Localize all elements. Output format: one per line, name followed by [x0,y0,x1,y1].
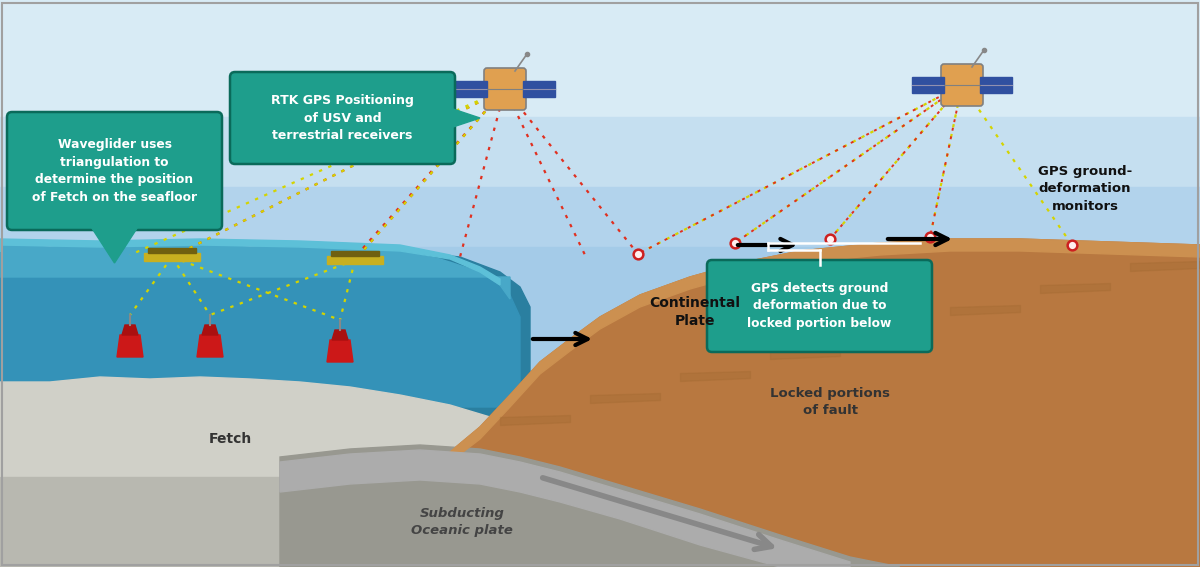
Polygon shape [326,340,353,362]
Polygon shape [280,450,850,567]
Polygon shape [450,108,480,128]
Polygon shape [118,335,143,357]
Text: Continental
Plate: Continental Plate [649,296,740,328]
FancyBboxPatch shape [484,68,526,110]
Polygon shape [455,81,487,97]
FancyBboxPatch shape [230,72,455,164]
Polygon shape [144,253,200,261]
Polygon shape [523,81,554,97]
Polygon shape [912,77,944,93]
Text: RTK GPS Positioning
of USV and
terrestrial receivers: RTK GPS Positioning of USV and terrestri… [271,94,414,142]
Polygon shape [0,377,515,485]
Text: Locked portions
of fault: Locked portions of fault [770,387,890,417]
Polygon shape [197,335,223,357]
Polygon shape [332,330,348,340]
Polygon shape [0,247,530,482]
Polygon shape [280,445,900,567]
FancyBboxPatch shape [941,64,983,106]
Polygon shape [0,249,520,407]
Polygon shape [0,245,510,299]
Polygon shape [202,325,218,335]
FancyBboxPatch shape [7,112,222,230]
Polygon shape [148,248,196,253]
Polygon shape [122,325,138,335]
Polygon shape [0,477,515,567]
Polygon shape [326,256,383,264]
Polygon shape [450,239,1200,567]
Polygon shape [0,239,500,285]
Polygon shape [331,251,379,256]
Polygon shape [450,239,1200,462]
Text: GPS ground-
deformation
monitors: GPS ground- deformation monitors [1038,166,1132,213]
Text: Waveglider uses
triangulation to
determine the position
of Fetch on the seafloor: Waveglider uses triangulation to determi… [32,138,197,204]
Polygon shape [90,225,139,263]
Text: Fetch: Fetch [209,432,252,446]
Polygon shape [980,77,1012,93]
Text: Subducting
Oceanic plate: Subducting Oceanic plate [412,507,512,537]
FancyBboxPatch shape [707,260,932,352]
Text: GPS detects ground
deformation due to
locked portion below: GPS detects ground deformation due to lo… [748,282,892,330]
